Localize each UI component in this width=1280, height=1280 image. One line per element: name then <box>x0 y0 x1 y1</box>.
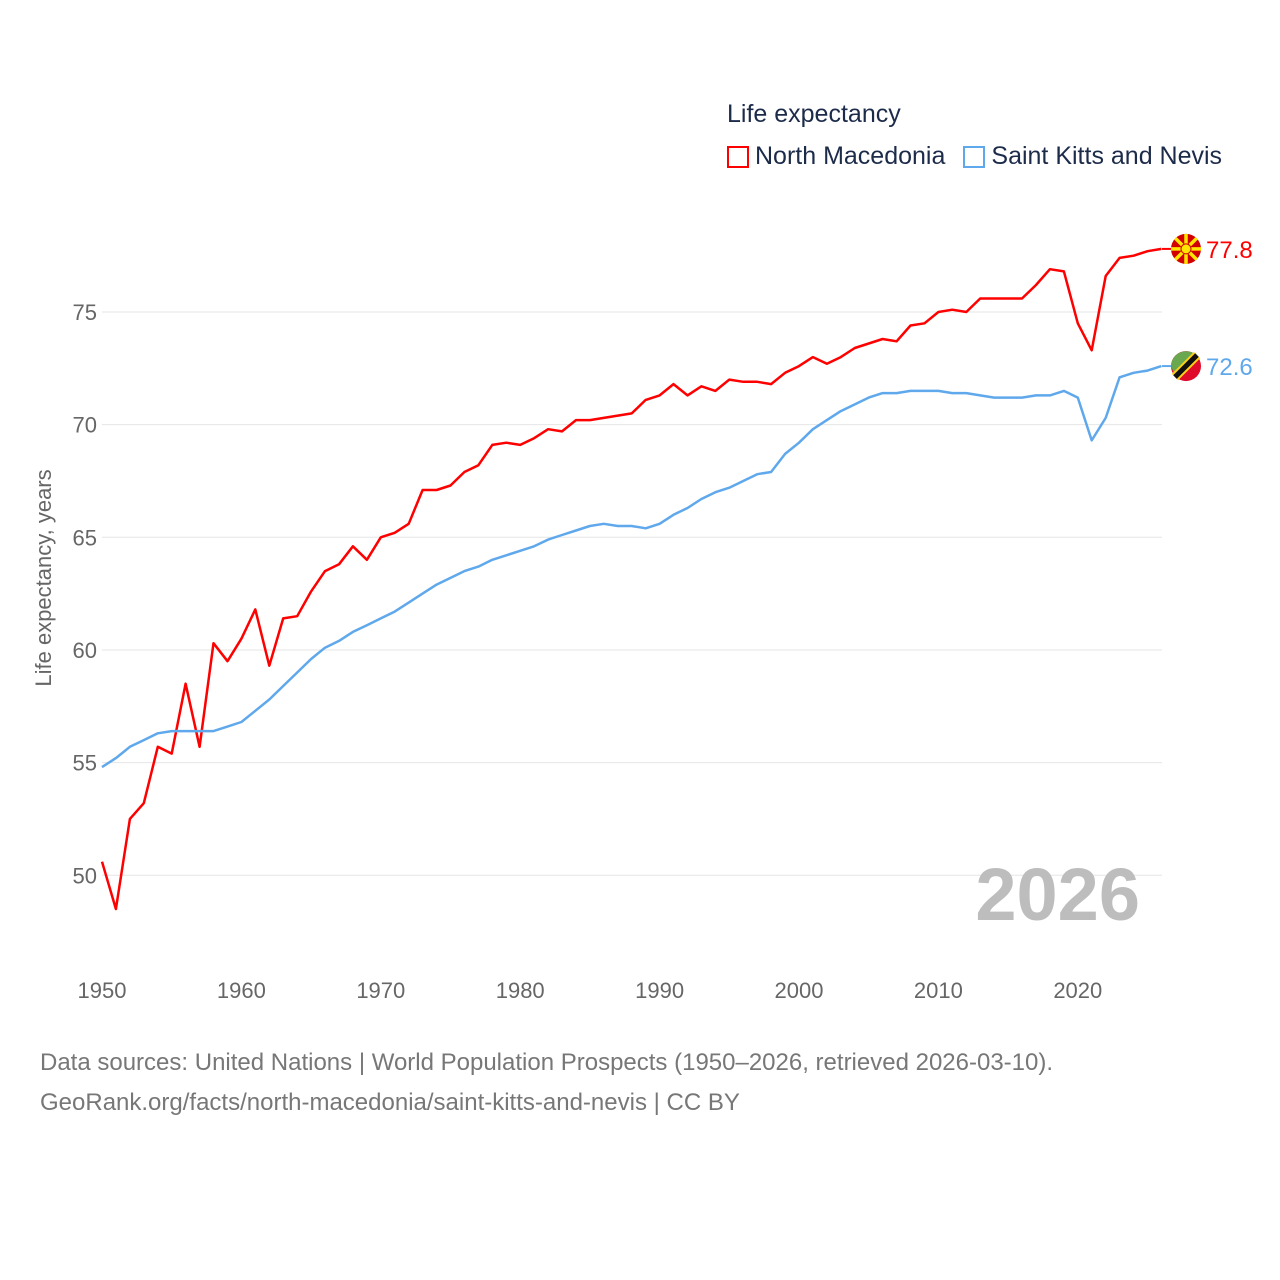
legend-label: North Macedonia <box>755 142 946 170</box>
series-line-saint-kitts-and-nevis <box>101 364 1162 769</box>
series-line-north-macedonia <box>100 247 1162 911</box>
legend: North Macedonia Saint Kitts and Nevis <box>727 142 1222 171</box>
legend-swatch <box>963 145 986 168</box>
x-tick-label: 1970 <box>356 978 405 1003</box>
legend-item-saint-kitts-and-nevis[interactable]: Saint Kitts and Nevis <box>963 142 1222 171</box>
y-tick-label: 60 <box>73 638 97 663</box>
flag-sun <box>1180 243 1192 255</box>
y-tick-label: 70 <box>73 413 97 438</box>
y-tick-label: 75 <box>73 300 97 325</box>
y-tick-label: 55 <box>73 751 97 776</box>
legend-title: Life expectancy <box>727 100 901 128</box>
x-tick-label: 2010 <box>914 978 963 1003</box>
y-tick-label: 50 <box>73 863 97 888</box>
x-tick-label: 2000 <box>775 978 824 1003</box>
x-tick-label: 1980 <box>496 978 545 1003</box>
legend-swatch <box>727 145 749 168</box>
x-tick-label: 1960 <box>217 978 266 1003</box>
x-tick-label: 2020 <box>1053 978 1102 1003</box>
x-tick-label: 1950 <box>78 978 127 1003</box>
x-tick-label: 1990 <box>635 978 684 1003</box>
y-axis-label: Life expectancy, years <box>31 469 56 686</box>
year-watermark: 2026 <box>975 853 1140 936</box>
data-source: Data sources: United Nations | World Pop… <box>40 1049 1054 1076</box>
end-value-label: 77.8 <box>1206 237 1253 264</box>
legend-label: Saint Kitts and Nevis <box>991 142 1223 170</box>
legend-item-north-macedonia[interactable]: North Macedonia <box>727 142 945 171</box>
end-value-label: 72.6 <box>1206 354 1253 381</box>
y-tick-label: 65 <box>73 525 97 550</box>
flag-black-band <box>1173 353 1199 379</box>
footer: Data sources: United Nations | World Pop… <box>40 1043 1053 1123</box>
attribution-link[interactable]: GeoRank.org/facts/north-macedonia/saint-… <box>40 1089 740 1116</box>
